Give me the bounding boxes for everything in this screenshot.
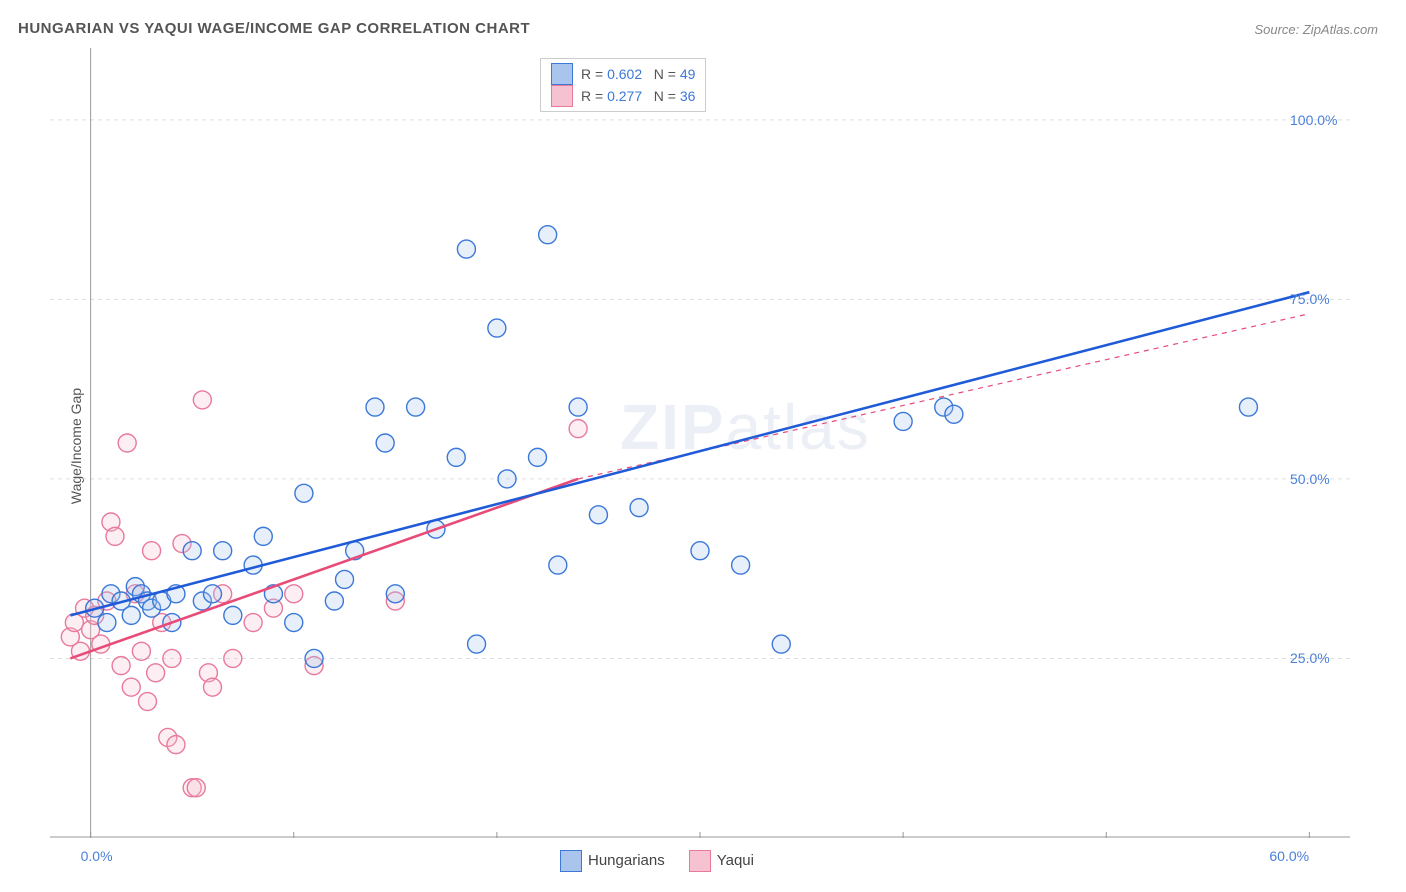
data-point	[122, 678, 140, 696]
data-point	[183, 542, 201, 560]
data-point	[529, 448, 547, 466]
data-point	[139, 693, 157, 711]
legend-label: Yaqui	[717, 852, 754, 869]
data-point	[569, 398, 587, 416]
data-point	[254, 527, 272, 545]
data-point	[376, 434, 394, 452]
data-point	[336, 570, 354, 588]
data-point	[118, 434, 136, 452]
data-point	[1239, 398, 1257, 416]
data-point	[488, 319, 506, 337]
data-point	[214, 542, 232, 560]
data-point	[122, 606, 140, 624]
data-point	[366, 398, 384, 416]
y-tick-label: 25.0%	[1290, 650, 1330, 666]
data-point	[187, 779, 205, 797]
data-point	[630, 499, 648, 517]
data-point	[772, 635, 790, 653]
data-point	[457, 240, 475, 258]
data-point	[386, 585, 404, 603]
data-point	[549, 556, 567, 574]
x-tick-label: 0.0%	[81, 848, 113, 864]
data-point	[285, 614, 303, 632]
stats-legend: R = 0.602 N = 49 R = 0.277 N = 36	[540, 58, 706, 112]
legend-swatch	[689, 850, 711, 872]
data-point	[224, 649, 242, 667]
trend-line	[70, 479, 578, 659]
legend-item: Hungarians	[560, 850, 665, 872]
stats-legend-row: R = 0.277 N = 36	[551, 85, 695, 107]
data-point	[98, 614, 116, 632]
chart-title: HUNGARIAN VS YAQUI WAGE/INCOME GAP CORRE…	[18, 20, 530, 37]
data-point	[132, 642, 150, 660]
data-point	[147, 664, 165, 682]
data-point	[193, 391, 211, 409]
data-point	[224, 606, 242, 624]
data-point	[894, 412, 912, 430]
data-point	[569, 420, 587, 438]
data-point	[204, 678, 222, 696]
data-point	[468, 635, 486, 653]
legend-swatch	[560, 850, 582, 872]
data-point	[285, 585, 303, 603]
data-point	[143, 542, 161, 560]
data-point	[539, 226, 557, 244]
data-point	[244, 614, 262, 632]
data-point	[204, 585, 222, 603]
legend-swatch	[551, 85, 573, 107]
data-point	[691, 542, 709, 560]
stats-legend-row: R = 0.602 N = 49	[551, 63, 695, 85]
series-legend: Hungarians Yaqui	[560, 850, 754, 872]
data-point	[325, 592, 343, 610]
stats-text: R = 0.277 N = 36	[581, 88, 695, 104]
source-label: Source: ZipAtlas.com	[1254, 22, 1378, 37]
data-point	[732, 556, 750, 574]
legend-item: Yaqui	[689, 850, 754, 872]
data-point	[407, 398, 425, 416]
y-tick-label: 100.0%	[1290, 112, 1337, 128]
data-point	[106, 527, 124, 545]
data-point	[295, 484, 313, 502]
data-point	[589, 506, 607, 524]
legend-label: Hungarians	[588, 852, 665, 869]
y-tick-label: 75.0%	[1290, 291, 1330, 307]
data-point	[112, 657, 130, 675]
data-point	[305, 649, 323, 667]
legend-swatch	[551, 63, 573, 85]
x-tick-label: 60.0%	[1269, 848, 1309, 864]
data-point	[167, 736, 185, 754]
data-point	[945, 405, 963, 423]
stats-text: R = 0.602 N = 49	[581, 66, 695, 82]
data-point	[447, 448, 465, 466]
data-point	[163, 649, 181, 667]
trend-line	[70, 292, 1309, 615]
scatter-plot	[50, 48, 1350, 838]
y-tick-label: 50.0%	[1290, 471, 1330, 487]
data-point	[498, 470, 516, 488]
